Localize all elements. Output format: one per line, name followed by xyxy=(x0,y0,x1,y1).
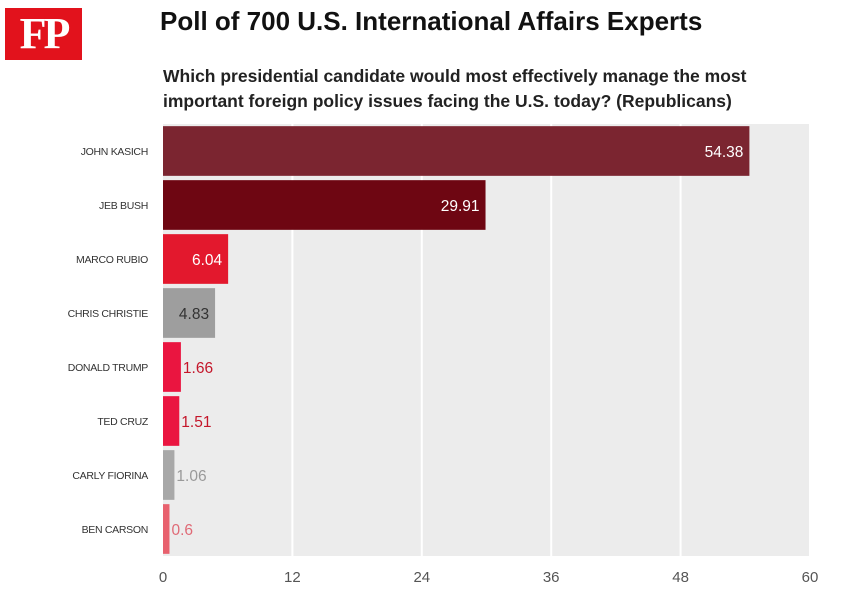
data-label: 1.51 xyxy=(181,414,211,431)
category-label: CARLY FIORINA xyxy=(72,470,148,482)
bar xyxy=(163,126,750,176)
bar xyxy=(163,288,216,338)
x-tick-label: 0 xyxy=(159,569,167,586)
category-label: BEN CARSON xyxy=(82,524,148,536)
category-label: JOHN KASICH xyxy=(81,146,148,158)
category-label: CHRIS CHRISTIE xyxy=(68,308,149,320)
category-label: TED CRUZ xyxy=(97,416,149,428)
x-tick-label: 48 xyxy=(672,569,689,586)
x-tick-label: 36 xyxy=(543,569,560,586)
x-tick-label: 24 xyxy=(413,569,430,586)
data-label: 0.6 xyxy=(171,522,193,539)
bar xyxy=(163,504,170,554)
x-tick-label: 60 xyxy=(802,569,819,586)
data-label: 1.06 xyxy=(176,468,206,485)
fp-logo-text: FP xyxy=(19,9,71,58)
category-label: DONALD TRUMP xyxy=(68,362,149,374)
data-label: 29.91 xyxy=(441,198,480,215)
data-label: 4.83 xyxy=(179,306,209,323)
bar xyxy=(163,180,486,230)
bar xyxy=(163,342,181,392)
bar xyxy=(163,234,229,284)
data-label: 1.66 xyxy=(183,360,213,377)
category-label: JEB BUSH xyxy=(99,200,148,212)
fp-logo: FP xyxy=(5,8,82,60)
chart-subtitle: Which presidential candidate would most … xyxy=(163,66,747,111)
bar xyxy=(163,450,175,500)
data-label: 54.38 xyxy=(705,144,744,161)
category-label: MARCO RUBIO xyxy=(76,254,148,266)
x-tick-label: 12 xyxy=(284,569,301,586)
bar xyxy=(163,396,180,446)
chart-title: Poll of 700 U.S. International Affairs E… xyxy=(160,6,703,36)
data-label: 6.04 xyxy=(192,252,223,269)
